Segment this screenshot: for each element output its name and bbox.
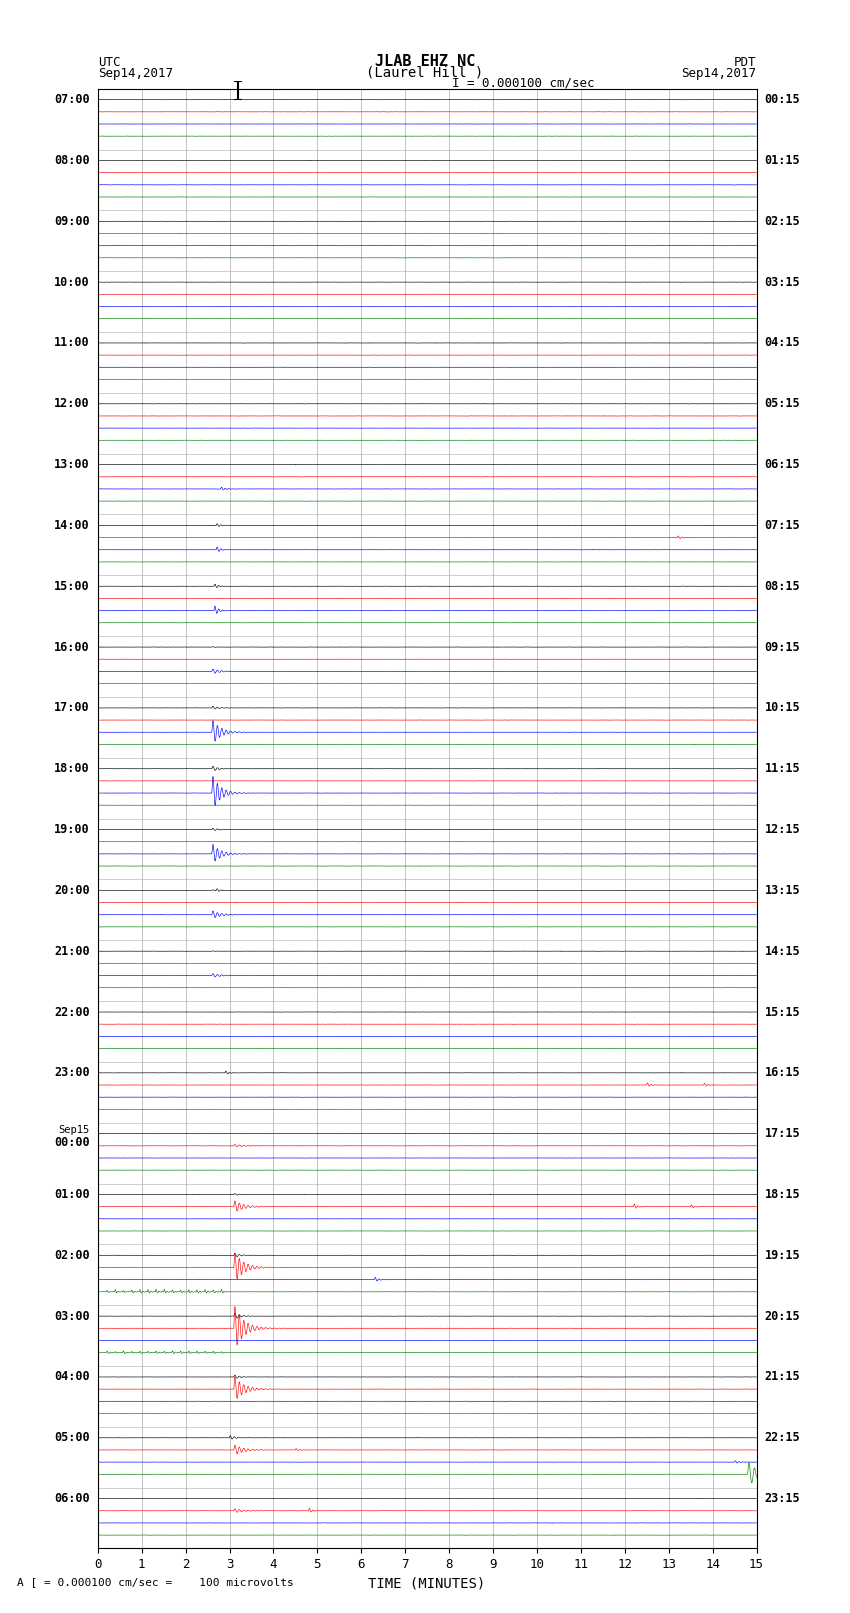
Text: Sep14,2017: Sep14,2017 <box>98 66 173 79</box>
Text: 15:15: 15:15 <box>764 1005 800 1018</box>
Text: 06:00: 06:00 <box>54 1492 90 1505</box>
Text: 16:15: 16:15 <box>764 1066 800 1079</box>
X-axis label: TIME (MINUTES): TIME (MINUTES) <box>369 1578 485 1590</box>
Text: 03:00: 03:00 <box>54 1310 90 1323</box>
Text: 23:00: 23:00 <box>54 1066 90 1079</box>
Text: 13:00: 13:00 <box>54 458 90 471</box>
Text: 20:15: 20:15 <box>764 1310 800 1323</box>
Text: Sep14,2017: Sep14,2017 <box>682 66 756 79</box>
Text: 16:00: 16:00 <box>54 640 90 653</box>
Text: 00:15: 00:15 <box>764 94 800 106</box>
Text: 20:00: 20:00 <box>54 884 90 897</box>
Text: 18:15: 18:15 <box>764 1189 800 1202</box>
Text: 11:00: 11:00 <box>54 337 90 350</box>
Text: A [ = 0.000100 cm/sec =    100 microvolts: A [ = 0.000100 cm/sec = 100 microvolts <box>17 1578 294 1587</box>
Text: 02:00: 02:00 <box>54 1248 90 1261</box>
Text: 09:15: 09:15 <box>764 640 800 653</box>
Text: I = 0.000100 cm/sec: I = 0.000100 cm/sec <box>451 76 594 90</box>
Text: 08:15: 08:15 <box>764 579 800 592</box>
Text: 21:15: 21:15 <box>764 1371 800 1384</box>
Text: 18:00: 18:00 <box>54 763 90 776</box>
Text: 07:15: 07:15 <box>764 519 800 532</box>
Text: 05:00: 05:00 <box>54 1431 90 1444</box>
Text: 17:15: 17:15 <box>764 1127 800 1140</box>
Text: 14:00: 14:00 <box>54 519 90 532</box>
Text: 07:00: 07:00 <box>54 94 90 106</box>
Text: 22:15: 22:15 <box>764 1431 800 1444</box>
Text: 19:15: 19:15 <box>764 1248 800 1261</box>
Text: (Laurel Hill ): (Laurel Hill ) <box>366 66 484 79</box>
Text: 03:15: 03:15 <box>764 276 800 289</box>
Text: 14:15: 14:15 <box>764 945 800 958</box>
Text: 22:00: 22:00 <box>54 1005 90 1018</box>
Text: 09:00: 09:00 <box>54 215 90 227</box>
Text: 23:15: 23:15 <box>764 1492 800 1505</box>
Text: 10:15: 10:15 <box>764 702 800 715</box>
Text: 08:00: 08:00 <box>54 153 90 168</box>
Text: 12:15: 12:15 <box>764 823 800 836</box>
Text: 13:15: 13:15 <box>764 884 800 897</box>
Text: 15:00: 15:00 <box>54 579 90 592</box>
Text: PDT: PDT <box>734 55 756 69</box>
Text: UTC: UTC <box>98 55 120 69</box>
Text: 11:15: 11:15 <box>764 763 800 776</box>
Text: 06:15: 06:15 <box>764 458 800 471</box>
Text: 19:00: 19:00 <box>54 823 90 836</box>
Text: JLAB EHZ NC: JLAB EHZ NC <box>375 53 475 69</box>
Text: 00:00: 00:00 <box>54 1136 90 1148</box>
Text: 12:00: 12:00 <box>54 397 90 410</box>
Text: 04:00: 04:00 <box>54 1371 90 1384</box>
Text: 01:15: 01:15 <box>764 153 800 168</box>
Text: 01:00: 01:00 <box>54 1189 90 1202</box>
Text: Sep15: Sep15 <box>59 1124 90 1136</box>
Text: 10:00: 10:00 <box>54 276 90 289</box>
Text: 05:15: 05:15 <box>764 397 800 410</box>
Text: 21:00: 21:00 <box>54 945 90 958</box>
Text: 02:15: 02:15 <box>764 215 800 227</box>
Text: 04:15: 04:15 <box>764 337 800 350</box>
Text: 17:00: 17:00 <box>54 702 90 715</box>
